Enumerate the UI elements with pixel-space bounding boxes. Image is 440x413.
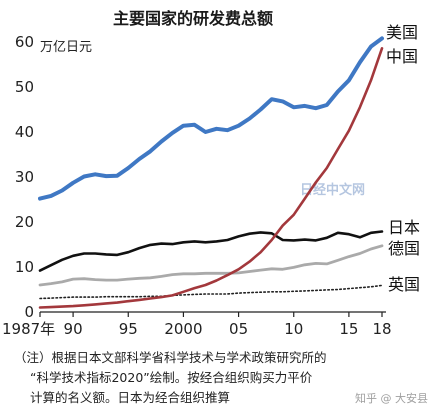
x-tick-label: 2000 xyxy=(164,320,202,338)
footnote-line-3: 计算的名义额。日本为经合组织推算 xyxy=(30,390,231,405)
credit-watermark: 知乎 @ 大安县 xyxy=(355,392,428,405)
y-tick-label: 40 xyxy=(15,123,34,141)
x-tick-label: 10 xyxy=(284,320,303,338)
x-tick-label: 18 xyxy=(372,320,391,338)
footnote: （注）根据日本文部科学省科学技术与学术政策研究所的 “科学技术指标2020”绘制… xyxy=(14,348,434,408)
legend-label-美国: 美国 xyxy=(386,23,418,42)
x-tick-label: 90 xyxy=(64,320,83,338)
y-tick-label: 60 xyxy=(15,33,34,51)
series-line-美国 xyxy=(38,36,384,201)
x-tick-label: 15 xyxy=(339,320,358,338)
axes: 0 10 20 30 40 50 60 1987年 90 95 2000 05 10 15 18 xyxy=(2,33,392,338)
series-line-德国 xyxy=(38,244,384,287)
legend-label-德国: 德国 xyxy=(388,239,420,258)
x-tick-label: 05 xyxy=(229,320,248,338)
legend-label-英国: 英国 xyxy=(388,275,420,294)
y-tick-label: 0 xyxy=(24,303,34,321)
series-line-日本 xyxy=(38,230,384,272)
series-layer xyxy=(38,36,384,309)
unit-label: 万亿日元 xyxy=(40,40,92,55)
footnote-line-1: （注）根据日本文部科学省科学技术与学术政策研究所的 xyxy=(14,350,327,365)
chart-title: 主要国家的研发费总额 xyxy=(113,9,273,28)
series-line-英国 xyxy=(39,284,383,300)
x-tick-label: 95 xyxy=(119,320,138,338)
x-tick-label: 1987年 xyxy=(2,320,55,338)
series-line-中国 xyxy=(38,46,384,309)
y-tick-label: 20 xyxy=(15,213,34,231)
y-tick-label: 10 xyxy=(15,258,34,276)
watermark: 日经中文网 xyxy=(300,182,365,198)
y-tick-label: 50 xyxy=(15,78,34,96)
chart-svg: 主要国家的研发费总额 万亿日元 日经中文网 0 10 20 30 40 50 60 1987年… xyxy=(2,9,420,338)
y-tick-label: 30 xyxy=(15,168,34,186)
legend-label-日本: 日本 xyxy=(388,218,420,237)
legend-label-中国: 中国 xyxy=(386,47,418,66)
footnote-line-2: “科学技术指标2020”绘制。按经合组织购买力平价 xyxy=(30,370,313,385)
